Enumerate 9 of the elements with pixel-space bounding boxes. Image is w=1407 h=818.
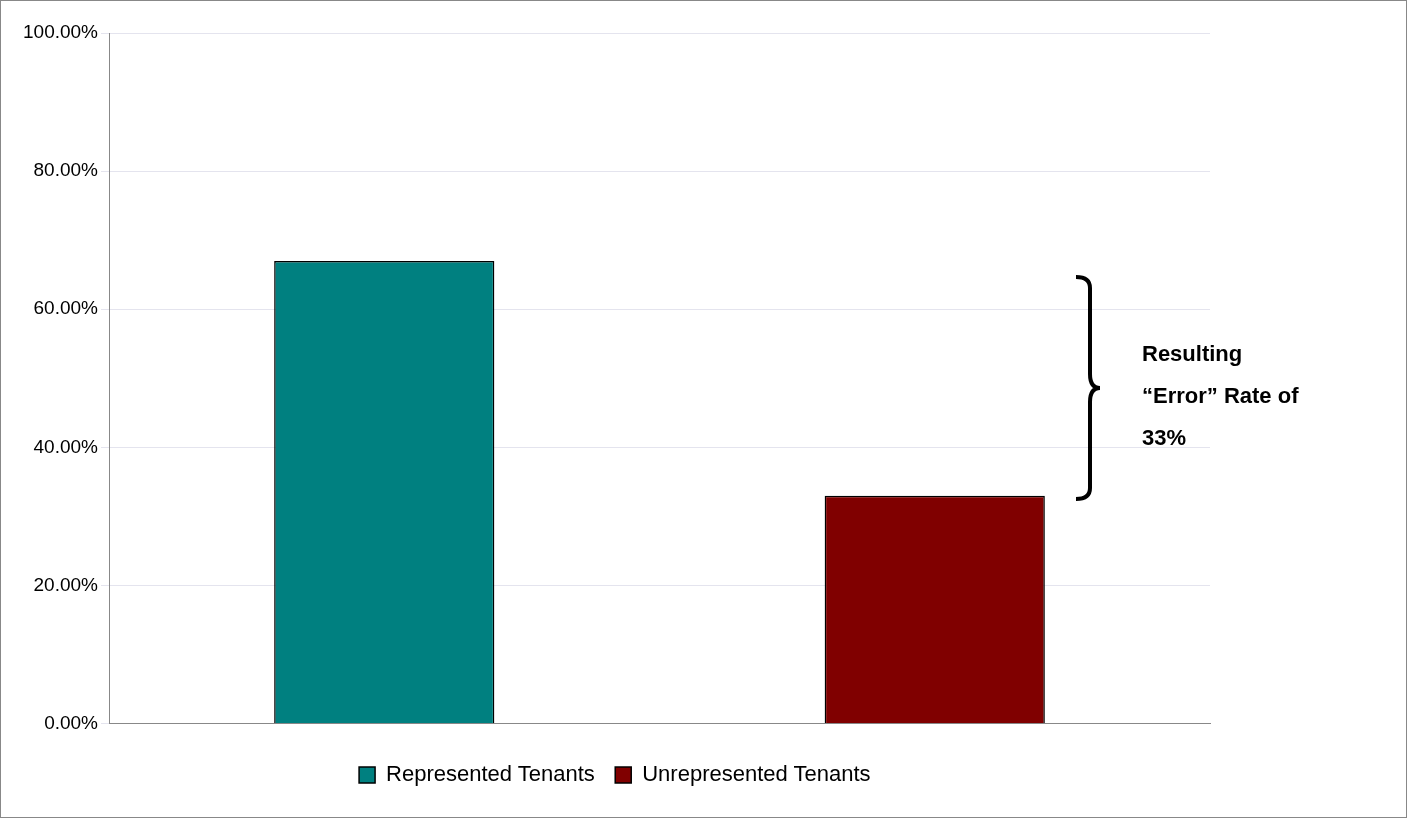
y-tick-label: 80.00% [33,159,99,181]
legend-label: Represented Tenants [386,761,595,787]
y-tick-label: 60.00% [33,297,99,319]
y-tick-label: 40.00% [33,435,99,457]
annotation: Resulting “Error” Rate of 33% [1142,341,1300,451]
y-tick-label: 0.00% [44,711,99,733]
y-tick-label: 20.00% [33,573,99,595]
y-tick-label: 100.00% [22,21,99,43]
legend-label: Unrepresented Tenants [642,761,871,787]
